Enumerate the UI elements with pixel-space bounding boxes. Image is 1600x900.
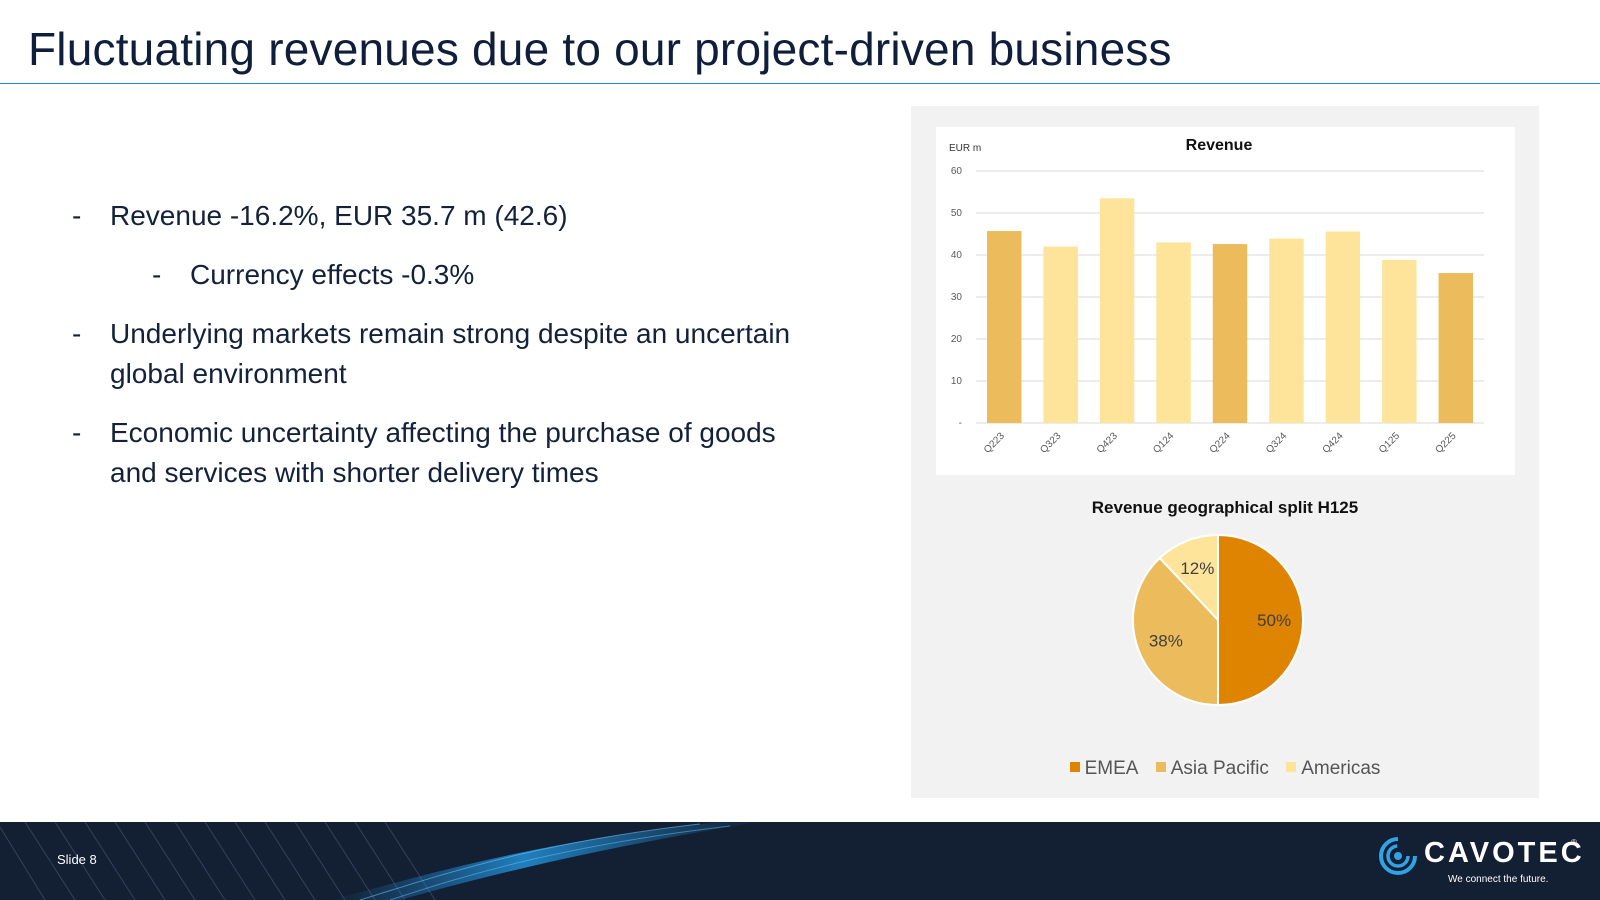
chart-panel: Revenue EUR m - 10 20 30 40 50 60 Q223 Q323 Q423 Q12… [911, 106, 1539, 798]
bar-q423 [1099, 198, 1135, 423]
cavotec-logo: CAVOTEC ® We connect the future. [1376, 836, 1582, 890]
bullet-text: Economic uncertainty affecting the purch… [110, 417, 776, 488]
footer-wave-graphic [0, 822, 760, 900]
legend-swatch-americas [1286, 762, 1297, 772]
bar-q424 [1325, 231, 1361, 423]
x-tick-label: Q125 [1377, 430, 1402, 455]
bar-q125 [1382, 260, 1417, 423]
bar-q224 [1212, 244, 1248, 423]
bar-q124 [1156, 242, 1191, 423]
geographical-pie-chart: 50% 38% 12% [1132, 533, 1304, 707]
x-tick-label: Q323 [1038, 430, 1063, 455]
y-tick-label: 40 [951, 250, 963, 261]
registered-mark: ® [1571, 838, 1577, 847]
bullet-marker: - [72, 200, 82, 231]
cavotec-logo-icon [1379, 837, 1417, 875]
bullet-list: - Revenue -16.2%, EUR 35.7 m (42.6) - Cu… [72, 196, 792, 512]
y-tick-label: 50 [951, 208, 963, 219]
y-tick-label: 10 [951, 376, 963, 387]
pie-slice-asia-pacific [1132, 556, 1219, 707]
bullet-text: Underlying markets remain strong despite… [110, 318, 791, 389]
bar-q323 [1043, 246, 1078, 423]
footer-bar: Slide 8 CAVOTEC ® We connect the future. [0, 822, 1600, 900]
revenue-bar-chart-card: Revenue EUR m - 10 20 30 40 50 60 Q223 Q323 Q423 Q12… [936, 127, 1515, 475]
pie-chart-title: Revenue geographical split H125 [1091, 498, 1359, 517]
pie-slice-americas [1158, 533, 1219, 623]
pie-value-label: 38% [1149, 632, 1183, 651]
pie-legend: EMEA Asia Pacific Americas [911, 758, 1539, 780]
legend-swatch-emea [1069, 762, 1080, 772]
legend-label: Asia Pacific [1170, 758, 1269, 779]
slide-number: Slide 8 [57, 852, 97, 867]
y-tick-label: 60 [951, 166, 963, 177]
bullet-marker: - [152, 259, 162, 290]
x-tick-label: Q225 [1433, 430, 1458, 455]
bullet-sub-item: - Currency effects -0.3% [72, 255, 792, 295]
bullet-marker: - [72, 318, 82, 349]
legend-label: Americas [1301, 758, 1381, 779]
x-tick-label: Q223 [982, 430, 1007, 455]
bullet-text: Revenue -16.2%, EUR 35.7 m (42.6) [110, 200, 568, 231]
bullet-marker: - [72, 417, 82, 448]
y-tick-label: 20 [951, 334, 963, 345]
legend-item-americas: Americas [1286, 758, 1380, 780]
revenue-bar-chart: Revenue EUR m - 10 20 30 40 50 60 Q223 Q323 Q423 Q12… [949, 137, 1484, 456]
brand-tagline: We connect the future. [1448, 874, 1549, 885]
brand-name: CAVOTEC [1424, 837, 1585, 869]
bar-q223 [987, 231, 1022, 423]
legend-item-asia-pacific: Asia Pacific [1155, 758, 1269, 780]
bar-q324 [1269, 238, 1304, 423]
y-tick-label: - [959, 418, 962, 429]
x-tick-label: Q124 [1151, 430, 1176, 455]
bullet-item: - Underlying markets remain strong despi… [72, 314, 792, 394]
legend-label: EMEA [1084, 758, 1139, 779]
legend-item-emea: EMEA [1069, 758, 1139, 780]
x-tick-label: Q423 [1095, 430, 1120, 455]
bullet-item: - Revenue -16.2%, EUR 35.7 m (42.6) [72, 196, 792, 236]
pie-slice-emea [1217, 533, 1304, 707]
x-tick-label: Q324 [1264, 430, 1289, 455]
slide-title: Fluctuating revenues due to our project-… [28, 23, 1172, 75]
y-tick-label: 30 [951, 292, 963, 303]
x-tick-label: Q224 [1208, 430, 1233, 455]
y-axis-unit-label: EUR m [949, 143, 981, 154]
legend-swatch-asia-pacific [1155, 762, 1166, 772]
x-tick-label: Q424 [1321, 430, 1346, 455]
bar-q225 [1438, 273, 1473, 423]
bullet-item: - Economic uncertainty affecting the pur… [72, 413, 792, 493]
pie-value-label: 50% [1257, 611, 1291, 630]
title-divider [0, 83, 1600, 84]
bullet-text: Currency effects -0.3% [190, 259, 475, 290]
bar-chart-title: Revenue [1186, 137, 1253, 154]
pie-value-label: 12% [1180, 559, 1214, 578]
